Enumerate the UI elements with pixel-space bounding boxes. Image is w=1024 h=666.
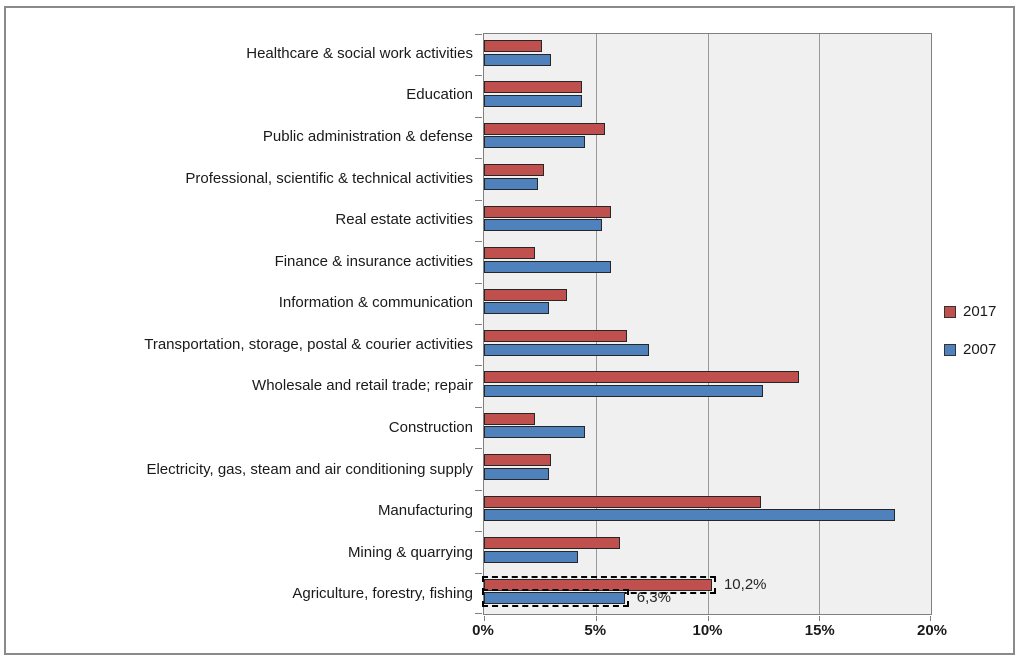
category-axis: Healthcare & social work activities Educa…	[0, 33, 473, 615]
category-label: Manufacturing	[377, 502, 473, 520]
category-axis-tick	[475, 116, 482, 118]
data-label-2007: 6,3%	[636, 589, 671, 607]
bar-2007	[484, 550, 578, 563]
bar-2007	[484, 384, 764, 397]
category-axis-tick	[475, 199, 482, 201]
category-axis-tick	[475, 158, 482, 160]
x-axis-label: 15%	[804, 622, 835, 639]
category-label: Finance & insurance activities	[274, 252, 473, 270]
category-axis-tick	[475, 75, 482, 77]
legend: 2017 2007	[944, 302, 996, 378]
bar-2007	[484, 426, 585, 439]
x-axis-label: 0%	[472, 622, 494, 639]
x-axis-label: 5%	[584, 622, 607, 639]
bar-2007	[484, 136, 585, 149]
category-axis-tick	[475, 448, 482, 450]
data-label-2017: 10,2%	[723, 575, 767, 593]
gridline	[819, 34, 821, 614]
category-label: Information & communication	[278, 294, 473, 312]
bar-2007	[484, 509, 896, 522]
category-label: Electricity, gas, steam and air conditio…	[146, 460, 473, 478]
x-axis-tick	[484, 616, 485, 621]
category-axis-tick	[475, 365, 482, 367]
bar-2017	[484, 122, 605, 135]
legend-item-2017: 2017	[944, 302, 996, 322]
x-axis-label: 10%	[692, 622, 723, 639]
plot-area: 10,2% 6,3%	[475, 33, 932, 621]
category-label: Agriculture, forestry, fishing	[292, 585, 473, 603]
bar-2017	[484, 371, 800, 384]
bar-2007	[484, 592, 625, 605]
bar-2017	[484, 247, 536, 260]
bar-2007	[484, 343, 650, 356]
bar-2017	[484, 537, 621, 550]
bar-2007	[484, 53, 552, 66]
bar-2007	[484, 260, 612, 273]
legend-label-2007: 2007	[963, 341, 997, 358]
category-label: Mining & quarrying	[347, 543, 473, 561]
category-label: Public administration & defense	[262, 127, 473, 145]
bar-2007	[484, 94, 583, 107]
bar-2007	[484, 467, 549, 480]
bar-2017	[484, 330, 628, 342]
bar-2017	[484, 412, 536, 425]
bar-2017	[484, 495, 762, 508]
gridline	[707, 34, 709, 614]
bar-2017	[484, 288, 567, 301]
bar-2017	[484, 205, 612, 218]
x-axis-tick	[930, 616, 931, 621]
category-axis-tick	[475, 531, 482, 533]
category-label: Professional, scientific & technical act…	[185, 169, 473, 187]
category-label: Education	[406, 86, 473, 104]
legend-swatch-2007-icon	[944, 344, 956, 356]
category-label: Construction	[388, 418, 473, 436]
category-label: Wholesale and retail trade; repair	[252, 377, 473, 395]
category-label: Healthcare & social work activities	[246, 44, 473, 62]
bar-2007	[484, 302, 549, 315]
category-axis-tick	[475, 489, 482, 491]
bar-2017	[484, 164, 545, 177]
category-axis-tick	[475, 406, 482, 408]
legend-item-2007: 2007	[944, 340, 996, 360]
bar-2007	[484, 177, 538, 190]
gridline	[595, 34, 597, 614]
bar-2007	[484, 219, 603, 232]
x-axis-tick	[707, 616, 709, 621]
legend-swatch-2017-icon	[944, 306, 956, 318]
category-axis-tick	[475, 324, 482, 325]
category-axis-tick	[475, 282, 482, 284]
bar-2017	[484, 81, 583, 94]
legend-label-2017: 2017	[963, 303, 997, 320]
category-axis-tick	[475, 572, 482, 574]
category-label: Real estate activities	[335, 211, 473, 229]
bar-2017	[484, 40, 543, 52]
x-axis-tick	[595, 616, 597, 621]
category-axis-tick	[475, 613, 482, 614]
x-axis: 0% 5% 10% 15% 20%	[472, 622, 947, 644]
category-axis-tick	[475, 241, 482, 243]
x-axis-tick	[819, 616, 821, 621]
x-axis-label: 20%	[916, 622, 948, 639]
category-label: Transportation, storage, postal & courie…	[144, 335, 473, 353]
category-axis-tick	[475, 34, 482, 35]
bar-2017	[484, 454, 552, 467]
highlight-outline	[482, 589, 629, 608]
